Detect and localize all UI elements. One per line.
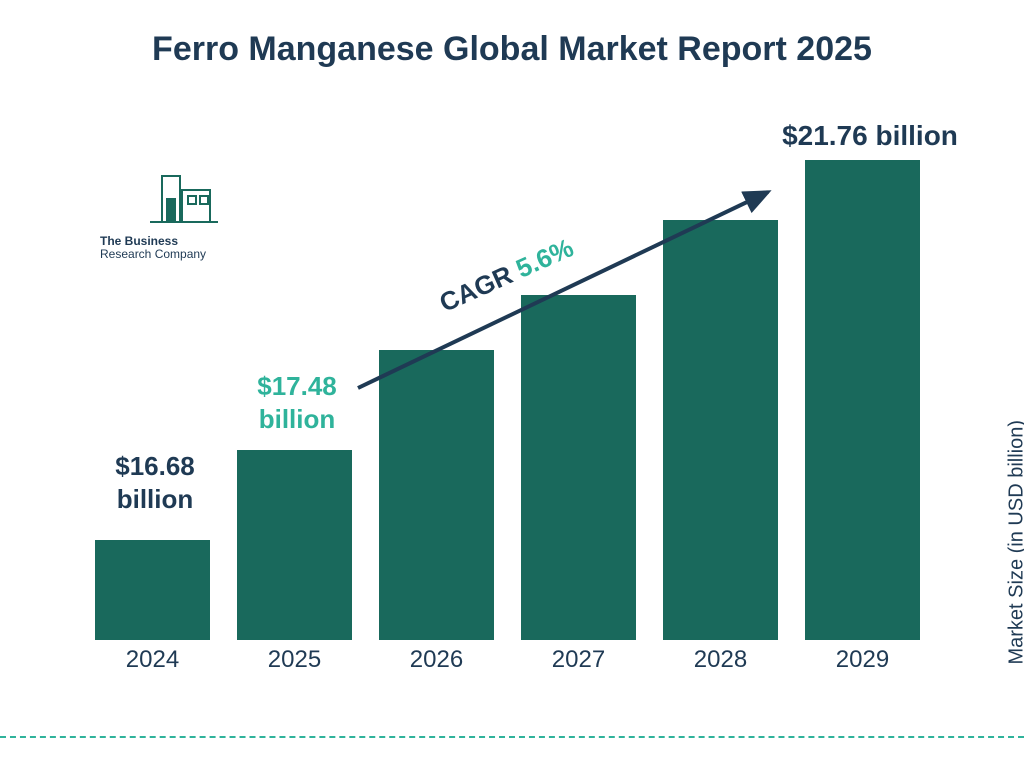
company-name-line2: Research Company — [100, 247, 206, 261]
bar — [379, 350, 494, 640]
x-axis-label: 2027 — [521, 646, 636, 674]
x-axis-label: 2026 — [379, 646, 494, 674]
x-axis-label: 2028 — [663, 646, 778, 674]
company-logo: The Business Research Company — [100, 170, 230, 260]
bar — [805, 160, 920, 640]
data-label-line1: $17.48 — [257, 371, 337, 401]
chart-title: Ferro Manganese Global Market Report 202… — [0, 30, 1024, 69]
data-label-2029: $21.76 billion — [740, 118, 1000, 153]
bar — [95, 540, 210, 640]
data-label-2025: $17.48 billion — [232, 370, 362, 435]
bar — [237, 450, 352, 640]
bar — [521, 295, 636, 640]
data-label-2024: $16.68 billion — [90, 450, 220, 515]
data-label-line1: $21.76 billion — [782, 120, 958, 151]
x-axis-label: 2024 — [95, 646, 210, 674]
company-name: The Business Research Company — [100, 235, 230, 260]
footer-divider — [0, 736, 1024, 738]
x-axis-label: 2025 — [237, 646, 352, 674]
data-label-line2: billion — [259, 404, 336, 434]
data-label-line1: $16.68 — [115, 451, 195, 481]
building-icon — [100, 170, 230, 230]
bar — [663, 220, 778, 640]
data-label-line2: billion — [117, 484, 194, 514]
y-axis-label: Market Size (in USD billion) — [1006, 420, 1024, 665]
x-axis-label: 2029 — [805, 646, 920, 674]
